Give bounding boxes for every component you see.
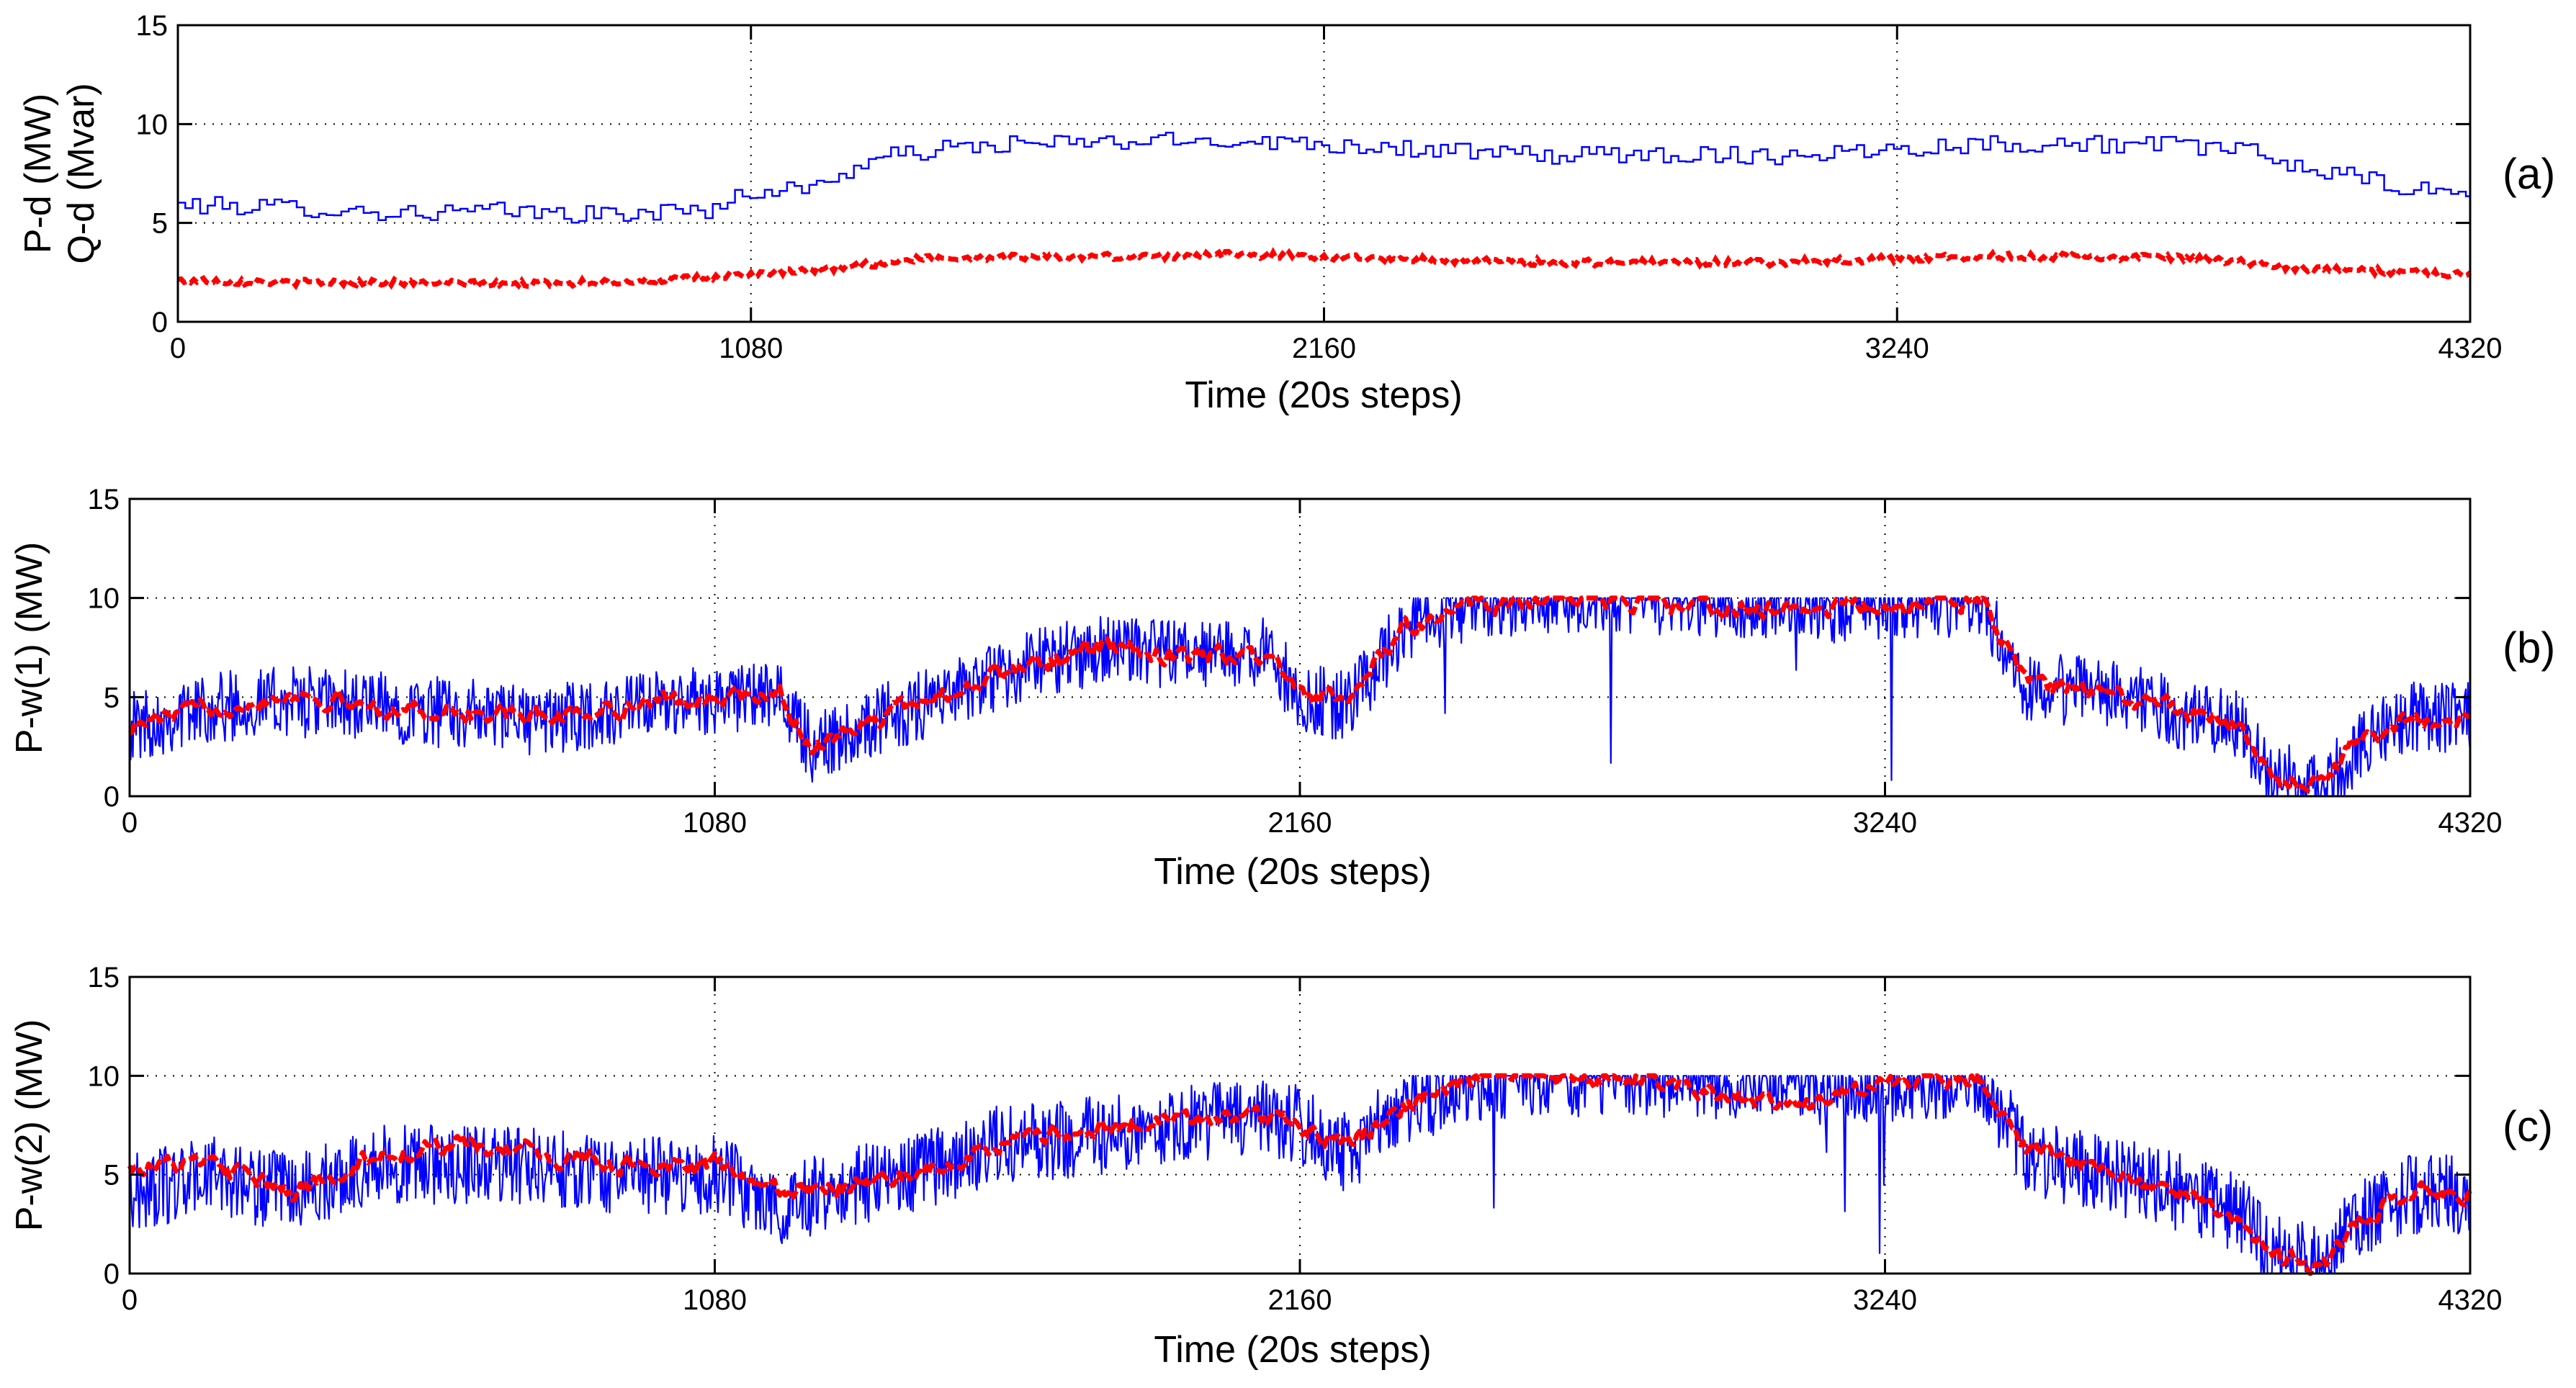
panel-b-ytick-label: 15: [88, 484, 120, 515]
panel-a-ylabel: P-d (MW): [17, 94, 59, 253]
panel-b-ytick-label: 0: [104, 781, 120, 813]
panel-a-xtick-label: 4320: [2438, 333, 2503, 364]
panel-a-xtick-label: 0: [170, 333, 186, 364]
panel-b-frame: [128, 497, 2472, 798]
panel-b-series-0: [129, 597, 2472, 798]
panel-c-ytick-label: 5: [104, 1160, 120, 1191]
panel-a-border: [176, 24, 2472, 323]
panel-b-ylabel: P-w(1) (MW): [9, 542, 50, 754]
panel-b-series: [128, 595, 2472, 798]
panel-c-xtick-label: 3240: [1853, 1284, 1917, 1316]
panel-b-xtick-label: 4320: [2438, 807, 2503, 839]
panel-a: 0 1080 2160 3240 4320 0 5 10 15 Time (20s steps)…: [17, 10, 2555, 416]
panel-a-series: [177, 132, 2472, 292]
panel-a-xtick-label: 2160: [1292, 333, 1356, 364]
panel-c: 0 1080 2160 3240 4320 0 5 10 15 Time (20s steps)…: [9, 962, 2553, 1371]
panel-c-series-0: [128, 1075, 2472, 1275]
panel-a-tag: (a): [2503, 150, 2555, 198]
panel-c-xlabel: Time (20s steps): [1154, 1329, 1431, 1371]
panel-c-border: [128, 975, 2472, 1275]
panel-a-ytick-label: 15: [136, 10, 169, 42]
panel-b-ticks: 0 1080 2160 3240 4320 0 5 10 15: [88, 484, 2503, 839]
panel-a-ytick-label: 0: [152, 307, 168, 338]
panel-b: 0 1080 2160 3240 4320 0 5 10 15 Time (20s steps)…: [9, 484, 2555, 893]
panel-a-xtick-label: 1080: [719, 333, 783, 364]
panel-a-ytick-label: 5: [152, 208, 168, 240]
panel-b-xlabel: Time (20s steps): [1154, 851, 1431, 893]
panel-a-xtick-label: 3240: [1865, 333, 1929, 364]
panel-c-series-1: [127, 1073, 2472, 1276]
panel-b-xtick-label: 0: [122, 807, 138, 839]
panel-b-ytick-label: 5: [104, 682, 120, 713]
panel-c-ticks: 0 1080 2160 3240 4320 0 5 10 15: [88, 962, 2503, 1316]
panel-c-ytick-label: 0: [104, 1258, 120, 1290]
panel-c-ylabel: P-w(2) (MW): [9, 1019, 50, 1232]
panel-c-xtick-label: 2160: [1268, 1284, 1332, 1316]
panel-a-ylabel2: Q-d (Mvar): [60, 83, 102, 263]
panel-b-ytick-label: 10: [88, 583, 120, 615]
panel-b-series-1: [128, 595, 2472, 793]
panel-c-tag: (c): [2503, 1102, 2553, 1150]
panel-c-xtick-label: 4320: [2438, 1284, 2503, 1316]
panel-c-ytick-label: 15: [88, 962, 120, 993]
panel-a-grid: [178, 25, 2470, 322]
panel-b-border: [128, 497, 2472, 798]
panel-a-series-1: [177, 247, 2472, 292]
panel-b-xtick-label: 3240: [1853, 807, 1917, 839]
panel-a-ticks: 0 1080 2160 3240 4320 0 5 10 15: [136, 10, 2503, 364]
panel-c-series: [127, 1073, 2472, 1276]
panel-a-series-0: [178, 132, 2470, 224]
panel-a-ytick-label: 10: [136, 109, 169, 140]
panel-a-xlabel: Time (20s steps): [1185, 374, 1462, 416]
panel-b-tag: (b): [2503, 623, 2555, 672]
panel-c-xtick-label: 1080: [683, 1284, 747, 1316]
panel-c-ytick-label: 10: [88, 1060, 120, 1092]
panel-b-xtick-label: 2160: [1268, 807, 1332, 839]
panel-c-xtick-label: 0: [122, 1284, 138, 1316]
panel-b-xtick-label: 1080: [683, 807, 747, 839]
